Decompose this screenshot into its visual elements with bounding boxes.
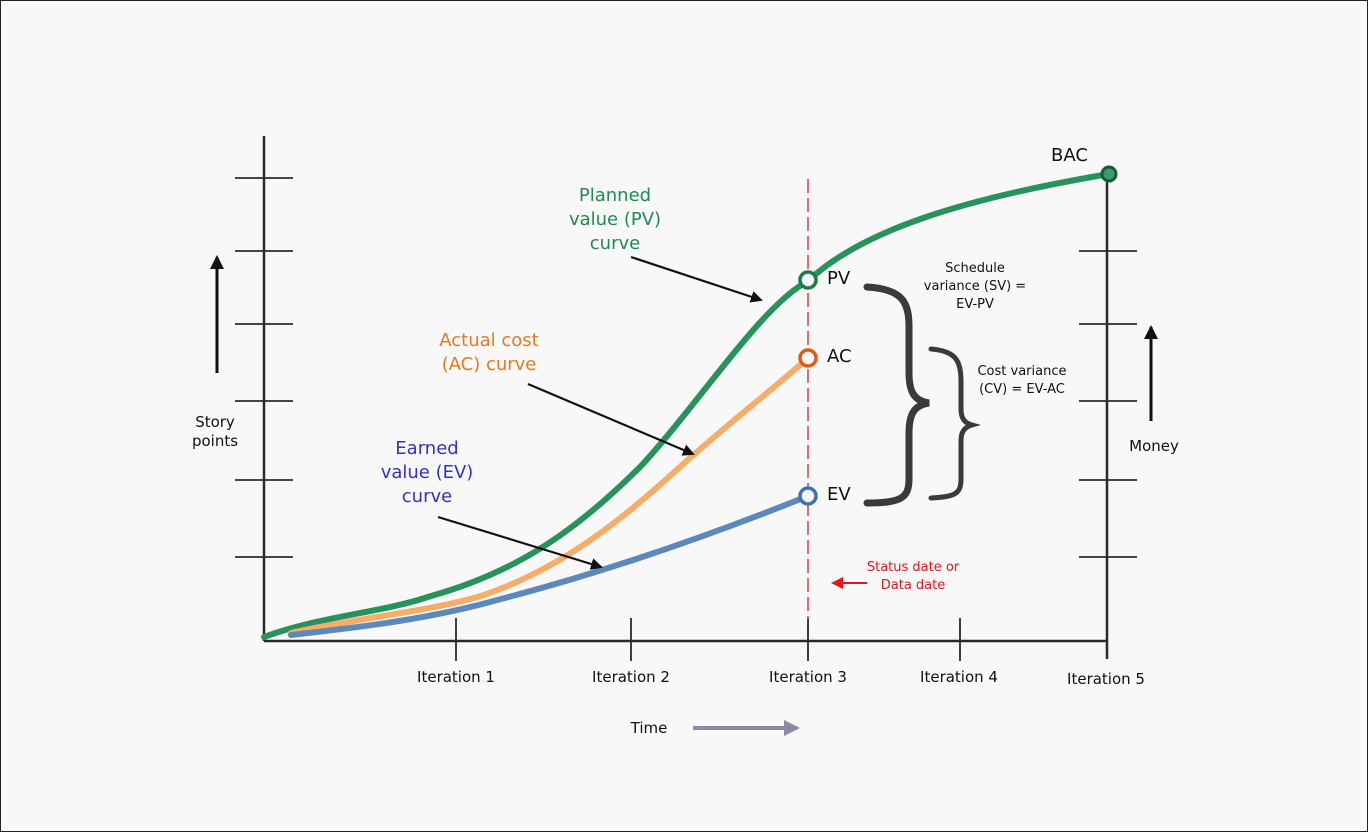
ev-callout-arrow	[437, 515, 603, 570]
cost-variance-brace	[928, 346, 982, 501]
ev-curve-label: Earned value (EV) curve	[380, 438, 474, 507]
status-date-label: Status date or Data date	[866, 560, 960, 593]
time-label: Time	[630, 719, 668, 737]
iteration-1-label: Iteration 1	[417, 668, 495, 686]
iteration-5-label: Iteration 5	[1067, 670, 1145, 688]
pv-callout-arrow	[630, 255, 763, 303]
pv-point	[798, 270, 818, 290]
money-label: Money	[1129, 437, 1179, 455]
schedule-variance-brace	[863, 283, 930, 507]
iteration-4-label: Iteration 4	[920, 668, 998, 686]
ac-point-label: AC	[827, 346, 852, 367]
ev-point-label: EV	[827, 484, 851, 505]
schedule-variance-label: Schedule variance (SV) = EV-PV	[923, 261, 1027, 312]
ev-curve	[288, 493, 811, 638]
pv-point-label: PV	[827, 268, 851, 289]
right-axis	[1079, 179, 1137, 659]
iteration-2-label: Iteration 2	[592, 668, 670, 686]
bac-point	[1100, 165, 1118, 183]
story-points-label: Story points	[191, 413, 239, 450]
iteration-3-label: Iteration 3	[769, 668, 847, 686]
ev-point	[798, 486, 818, 506]
ac-point	[798, 348, 818, 368]
pv-curve-label: Planned value (PV) curve	[568, 185, 662, 254]
ac-curve	[288, 355, 811, 636]
ac-callout-arrow	[527, 382, 695, 456]
x-axis	[264, 618, 1107, 661]
pv-curve	[261, 171, 1112, 640]
ac-curve-label: Actual cost (AC) curve	[439, 330, 539, 375]
cost-variance-label: Cost variance (CV) = EV-AC	[977, 364, 1067, 397]
bac-point-label: BAC	[1051, 145, 1088, 166]
left-axis	[235, 136, 293, 641]
